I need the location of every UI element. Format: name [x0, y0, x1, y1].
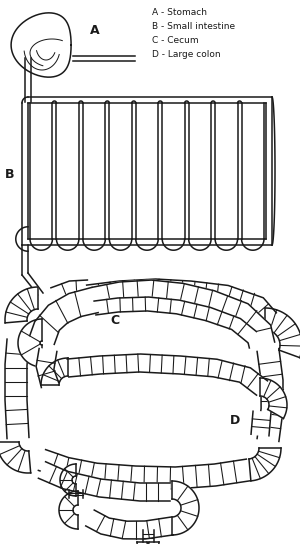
Polygon shape — [51, 280, 88, 308]
Text: D: D — [230, 413, 240, 426]
Polygon shape — [38, 462, 170, 501]
Polygon shape — [30, 287, 98, 344]
Text: A: A — [90, 23, 100, 36]
Polygon shape — [94, 297, 256, 342]
Polygon shape — [172, 481, 199, 535]
Polygon shape — [142, 530, 154, 542]
Polygon shape — [86, 510, 173, 539]
Polygon shape — [60, 464, 76, 496]
Polygon shape — [36, 349, 58, 387]
Polygon shape — [257, 349, 283, 441]
Polygon shape — [18, 319, 42, 367]
Polygon shape — [59, 491, 78, 529]
Text: C: C — [110, 313, 119, 326]
Polygon shape — [249, 448, 281, 481]
Polygon shape — [5, 339, 29, 438]
Text: B: B — [5, 169, 14, 182]
Text: A - Stomach: A - Stomach — [152, 8, 207, 17]
Polygon shape — [11, 13, 71, 77]
Polygon shape — [41, 358, 68, 385]
Polygon shape — [92, 280, 275, 348]
Polygon shape — [137, 542, 159, 544]
Polygon shape — [69, 490, 83, 498]
Polygon shape — [260, 378, 287, 418]
Text: B - Small intestine: B - Small intestine — [152, 22, 235, 31]
Polygon shape — [38, 449, 250, 489]
Text: C - Cecum: C - Cecum — [152, 36, 199, 45]
Text: D - Large colon: D - Large colon — [152, 50, 220, 59]
Polygon shape — [265, 308, 300, 357]
Polygon shape — [87, 279, 276, 327]
Polygon shape — [251, 411, 271, 436]
Polygon shape — [5, 287, 38, 323]
Polygon shape — [0, 442, 31, 473]
Polygon shape — [67, 354, 268, 395]
